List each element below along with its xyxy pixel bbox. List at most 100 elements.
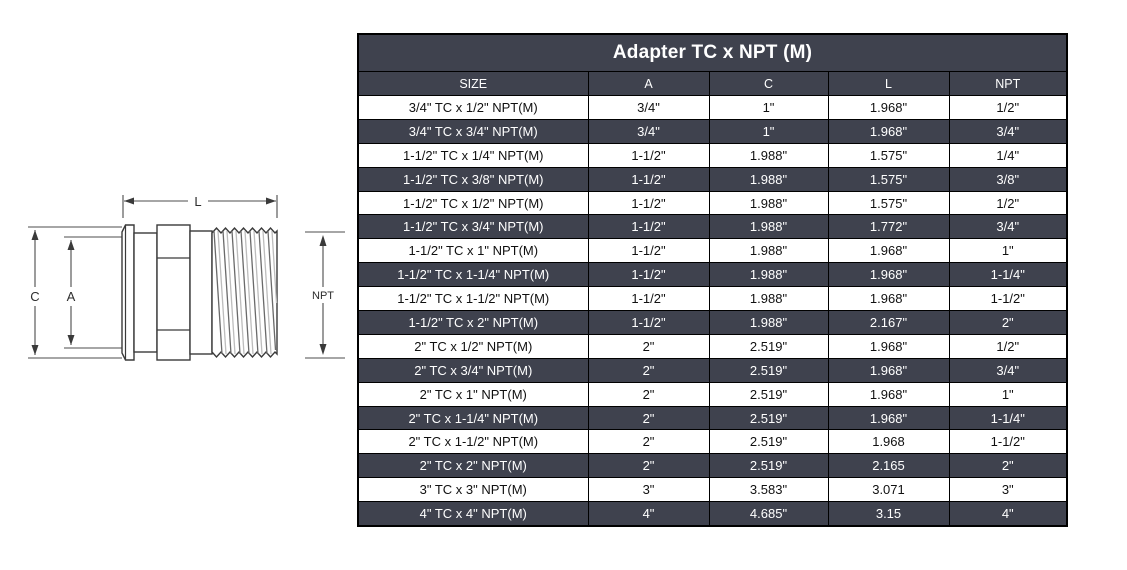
cell-size: 1-1/2" TC x 1" NPT(M) [357, 238, 589, 264]
cell-npt: 1/2" [948, 95, 1068, 120]
cell-size: 1-1/2" TC x 3/8" NPT(M) [357, 166, 589, 192]
table-row: 4" TC x 4" NPT(M) 4" 4.685" 3.15 4" [357, 501, 1068, 527]
cell-size: 1-1/2" TC x 1/4" NPT(M) [357, 142, 589, 168]
column-header: A [587, 71, 710, 96]
cell-a: 1-1/2" [587, 166, 710, 192]
cell-l: 1.968" [827, 118, 950, 144]
cell-l: 1.968" [827, 405, 950, 431]
table-row: 2" TC x 1-1/2" NPT(M) 2" 2.519" 1.968 1-… [357, 429, 1068, 455]
cell-a: 2" [587, 429, 710, 455]
cell-l: 1.575" [827, 166, 950, 192]
table-row: 2" TC x 1-1/4" NPT(M) 2" 2.519" 1.968" 1… [357, 405, 1068, 431]
cell-a: 3/4" [587, 95, 710, 120]
cell-size: 2" TC x 1" NPT(M) [357, 381, 589, 407]
cell-l: 1.968" [827, 357, 950, 383]
cell-c: 1.988" [708, 286, 829, 312]
adapter-spec-table: Adapter TC x NPT (M) SIZE A C L NPT 3/4"… [357, 33, 1069, 528]
cell-a: 2" [587, 453, 710, 479]
cell-npt: 3/4" [948, 357, 1068, 383]
cell-npt: 1/2" [948, 333, 1068, 359]
table-title: Adapter TC x NPT (M) [357, 33, 1068, 72]
cell-c: 2.519" [708, 453, 829, 479]
cell-a: 1-1/2" [587, 142, 710, 168]
cell-size: 3/4" TC x 1/2" NPT(M) [357, 95, 589, 120]
table-row: 3/4" TC x 3/4" NPT(M) 3/4" 1" 1.968" 3/4… [357, 118, 1068, 144]
adapter-side-view: L C A [27, 191, 345, 361]
cell-a: 2" [587, 333, 710, 359]
cell-c: 1.988" [708, 190, 829, 216]
table-row: 1-1/2" TC x 1/4" NPT(M) 1-1/2" 1.988" 1.… [357, 142, 1068, 168]
cell-c: 1" [708, 95, 829, 120]
tc-flange [121, 224, 135, 361]
cell-size: 1-1/2" TC x 2" NPT(M) [357, 310, 589, 335]
cell-a: 1-1/2" [587, 310, 710, 335]
cell-a: 2" [587, 405, 710, 431]
cell-l: 2.167" [827, 310, 950, 335]
cell-npt: 1-1/2" [948, 286, 1068, 312]
cell-a: 1-1/2" [587, 190, 710, 216]
cell-size: 2" TC x 1/2" NPT(M) [357, 333, 589, 359]
cell-npt: 3/8" [948, 166, 1068, 192]
cell-c: 1" [708, 118, 829, 144]
cell-size: 2" TC x 3/4" NPT(M) [357, 357, 589, 383]
table-row: 1-1/2" TC x 1" NPT(M) 1-1/2" 1.988" 1.96… [357, 238, 1068, 264]
table-row: 1-1/2" TC x 1-1/4" NPT(M) 1-1/2" 1.988" … [357, 262, 1068, 288]
cell-l: 1.772" [827, 214, 950, 240]
dim-label-c: C [30, 289, 39, 304]
technical-drawing: L C A [20, 185, 350, 375]
cell-npt: 1-1/4" [948, 405, 1068, 431]
cell-npt: 1/2" [948, 190, 1068, 216]
cell-npt: 1-1/4" [948, 262, 1068, 288]
cell-a: 1-1/2" [587, 286, 710, 312]
cell-size: 4" TC x 4" NPT(M) [357, 501, 589, 527]
cell-a: 2" [587, 381, 710, 407]
cell-size: 1-1/2" TC x 1-1/4" NPT(M) [357, 262, 589, 288]
cell-size: 1-1/2" TC x 1/2" NPT(M) [357, 190, 589, 216]
table-row: 1-1/2" TC x 2" NPT(M) 1-1/2" 1.988" 2.16… [357, 310, 1068, 335]
cell-l: 1.968" [827, 238, 950, 264]
cell-c: 1.988" [708, 238, 829, 264]
cell-a: 1-1/2" [587, 262, 710, 288]
dimension-a: A [63, 236, 122, 349]
cell-c: 2.519" [708, 405, 829, 431]
cell-npt: 2" [948, 310, 1068, 335]
table-row: 3/4" TC x 1/2" NPT(M) 3/4" 1" 1.968" 1/2… [357, 95, 1068, 120]
cell-c: 1.988" [708, 310, 829, 335]
table-header-row: SIZE A C L NPT [357, 71, 1068, 96]
cell-l: 1.968" [827, 95, 950, 120]
cell-c: 2.519" [708, 357, 829, 383]
cell-c: 1.988" [708, 142, 829, 168]
table-title-row: Adapter TC x NPT (M) [357, 33, 1068, 72]
cell-npt: 3/4" [948, 118, 1068, 144]
cell-c: 3.583" [708, 477, 829, 503]
cell-npt: 1/4" [948, 142, 1068, 168]
cell-l: 3.15 [827, 501, 950, 527]
cell-l: 2.165 [827, 453, 950, 479]
table-row: 1-1/2" TC x 3/4" NPT(M) 1-1/2" 1.988" 1.… [357, 214, 1068, 240]
table-row: 2" TC x 3/4" NPT(M) 2" 2.519" 1.968" 3/4… [357, 357, 1068, 383]
cell-l: 3.071 [827, 477, 950, 503]
table-row: 1-1/2" TC x 1/2" NPT(M) 1-1/2" 1.988" 1.… [357, 190, 1068, 216]
table-row: 1-1/2" TC x 1-1/2" NPT(M) 1-1/2" 1.988" … [357, 286, 1068, 312]
cell-npt: 3" [948, 477, 1068, 503]
cell-size: 3" TC x 3" NPT(M) [357, 477, 589, 503]
dim-label-a: A [67, 289, 76, 304]
cell-c: 1.988" [708, 166, 829, 192]
cell-npt: 1" [948, 381, 1068, 407]
adapter-body [121, 224, 278, 361]
cell-c: 2.519" [708, 381, 829, 407]
cell-l: 1.575" [827, 142, 950, 168]
cell-c: 1.988" [708, 262, 829, 288]
table-row: 2" TC x 2" NPT(M) 2" 2.519" 2.165 2" [357, 453, 1068, 479]
cell-size: 1-1/2" TC x 3/4" NPT(M) [357, 214, 589, 240]
dim-label-npt: NPT [312, 290, 334, 302]
neck-right [189, 230, 213, 355]
neck-left [133, 232, 158, 353]
hex-body [156, 224, 191, 361]
cell-size: 2" TC x 1-1/2" NPT(M) [357, 429, 589, 455]
cell-c: 2.519" [708, 333, 829, 359]
cell-a: 1-1/2" [587, 238, 710, 264]
table-row: 2" TC x 1" NPT(M) 2" 2.519" 1.968" 1" [357, 381, 1068, 407]
cell-l: 1.968" [827, 381, 950, 407]
cell-npt: 1" [948, 238, 1068, 264]
